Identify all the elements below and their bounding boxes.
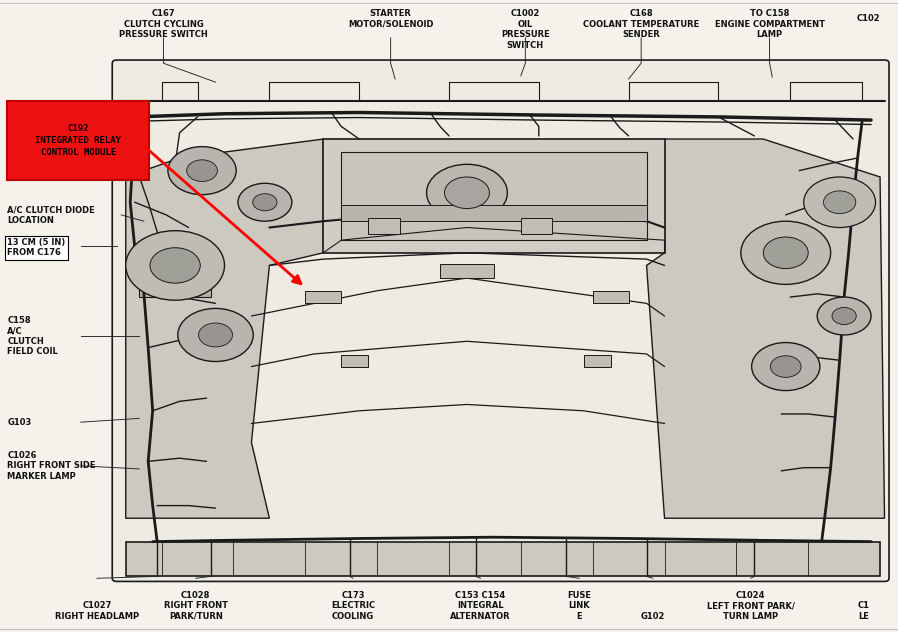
- Circle shape: [832, 308, 857, 325]
- Circle shape: [763, 237, 808, 269]
- Text: C1
LE: C1 LE: [858, 601, 870, 621]
- Text: G103: G103: [7, 418, 31, 427]
- Bar: [305, 291, 341, 303]
- Bar: [593, 291, 629, 303]
- Text: C192
INTEGRATED RELAY
CONTROL MODULE: C192 INTEGRATED RELAY CONTROL MODULE: [35, 125, 121, 157]
- Bar: [584, 355, 611, 367]
- Circle shape: [187, 160, 217, 181]
- Text: C1027
RIGHT HEADLAMP: C1027 RIGHT HEADLAMP: [55, 601, 139, 621]
- Circle shape: [445, 177, 489, 209]
- Text: C168
COOLANT TEMPERATURE
SENDER: C168 COOLANT TEMPERATURE SENDER: [583, 9, 700, 39]
- Circle shape: [770, 356, 801, 377]
- Text: C1002
OIL
PRESSURE
SWITCH: C1002 OIL PRESSURE SWITCH: [501, 9, 550, 50]
- Circle shape: [823, 191, 856, 214]
- Text: FUSE
LINK
E: FUSE LINK E: [568, 591, 591, 621]
- Text: C153 C154
INTEGRAL
ALTERNATOR: C153 C154 INTEGRAL ALTERNATOR: [450, 591, 511, 621]
- Text: A/C CLUTCH DIODE
LOCATION: A/C CLUTCH DIODE LOCATION: [7, 205, 95, 224]
- Circle shape: [752, 343, 820, 391]
- Circle shape: [198, 323, 233, 347]
- Bar: [126, 542, 880, 576]
- Text: TO C158
ENGINE COMPARTMENT
LAMP: TO C158 ENGINE COMPARTMENT LAMP: [715, 9, 824, 39]
- Text: C1024
LEFT FRONT PARK/
TURN LAMP: C1024 LEFT FRONT PARK/ TURN LAMP: [707, 591, 795, 621]
- Text: C167
CLUTCH CYCLING
PRESSURE SWITCH: C167 CLUTCH CYCLING PRESSURE SWITCH: [119, 9, 207, 39]
- Bar: [323, 139, 665, 253]
- Polygon shape: [647, 139, 885, 518]
- Circle shape: [168, 147, 236, 195]
- Bar: [368, 218, 400, 234]
- Text: C102: C102: [857, 14, 880, 23]
- Bar: [341, 152, 647, 240]
- Bar: [139, 259, 211, 297]
- Circle shape: [804, 177, 876, 228]
- Circle shape: [253, 193, 277, 210]
- Text: G102: G102: [640, 612, 665, 621]
- Bar: [7, 101, 149, 180]
- Circle shape: [741, 221, 831, 284]
- Bar: [341, 355, 368, 367]
- Bar: [440, 264, 494, 278]
- Circle shape: [238, 183, 292, 221]
- Text: STARTER
MOTOR/SOLENOID: STARTER MOTOR/SOLENOID: [348, 9, 434, 29]
- Text: 13 CM (5 IN)
FROM C176: 13 CM (5 IN) FROM C176: [7, 238, 66, 257]
- Circle shape: [178, 308, 253, 362]
- Circle shape: [150, 248, 200, 283]
- Text: C173
ELECTRIC
COOLING: C173 ELECTRIC COOLING: [330, 591, 375, 621]
- Circle shape: [817, 297, 871, 335]
- Bar: [341, 205, 647, 221]
- Circle shape: [126, 231, 224, 300]
- Circle shape: [427, 164, 507, 221]
- FancyBboxPatch shape: [112, 60, 889, 581]
- Polygon shape: [126, 139, 323, 518]
- Bar: [521, 218, 552, 234]
- Text: C1028
RIGHT FRONT
PARK/TURN: C1028 RIGHT FRONT PARK/TURN: [163, 591, 228, 621]
- Text: C1026
RIGHT FRONT SIDE
MARKER LAMP: C1026 RIGHT FRONT SIDE MARKER LAMP: [7, 451, 96, 481]
- Text: C158
A/C
CLUTCH
FIELD COIL: C158 A/C CLUTCH FIELD COIL: [7, 316, 58, 356]
